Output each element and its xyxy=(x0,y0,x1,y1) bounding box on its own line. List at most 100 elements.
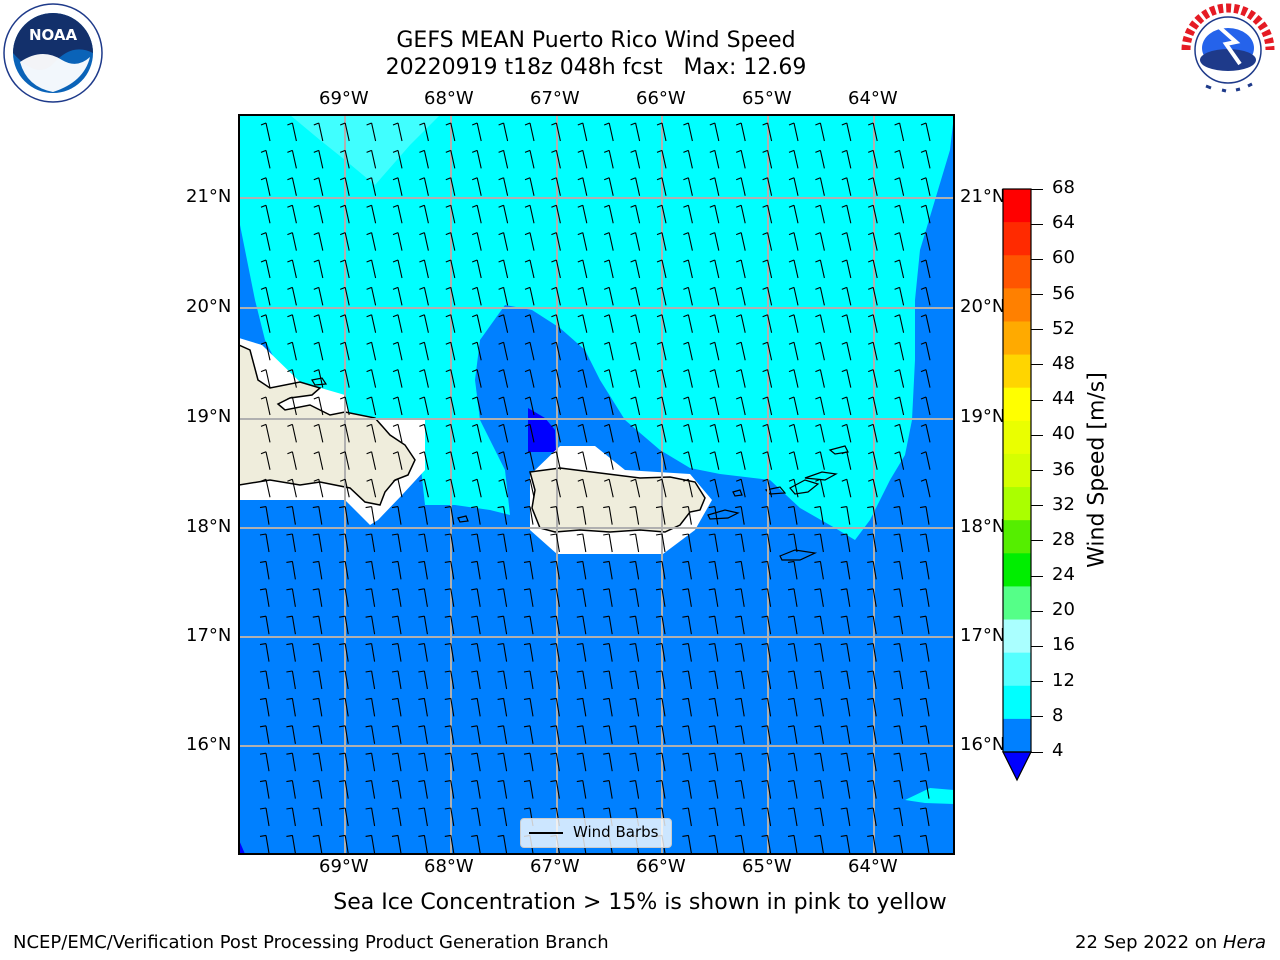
wind-barb xyxy=(471,697,481,717)
colorbar-tick-label: 12 xyxy=(1052,669,1075,691)
wind-barb xyxy=(762,286,773,306)
wind-barb xyxy=(313,259,324,279)
wind-barb xyxy=(419,341,429,361)
wind-barb xyxy=(630,259,641,279)
wind-barb xyxy=(444,834,455,854)
wind-barb xyxy=(630,204,641,224)
wind-barb xyxy=(762,423,773,443)
wind-barb xyxy=(919,643,930,662)
lat-label-right: 20°N xyxy=(960,296,1006,317)
wind-barb xyxy=(919,725,930,744)
hispaniola-land xyxy=(239,344,416,506)
wind-barb xyxy=(708,752,719,772)
wind-barb xyxy=(471,752,481,772)
wind-barb xyxy=(339,177,350,196)
wind-barb xyxy=(339,396,350,416)
wind-barb xyxy=(392,122,403,142)
wind-barb xyxy=(471,615,481,635)
wind-barb xyxy=(630,341,641,361)
wind-barb xyxy=(419,122,429,142)
wind-barb xyxy=(603,752,613,772)
wind-barb xyxy=(418,697,428,717)
wind-barb xyxy=(471,341,482,361)
footer-credit: NCEP/EMC/Verification Post Processing Pr… xyxy=(13,932,609,953)
wind-barb xyxy=(471,533,481,553)
wind-barb xyxy=(497,752,508,772)
wind-barb xyxy=(708,533,719,553)
wind-barb xyxy=(893,506,904,525)
wind-barb xyxy=(471,670,481,690)
wind-barb xyxy=(762,314,773,333)
colorbar-tick-mark xyxy=(1031,716,1043,718)
wind-barb xyxy=(313,478,324,498)
wind-barb xyxy=(471,725,481,744)
wind-barb xyxy=(656,286,667,306)
wind-barb xyxy=(471,149,482,169)
wind-barb xyxy=(366,286,377,306)
wind-barb xyxy=(867,232,878,251)
wind-barb xyxy=(551,149,561,169)
wind-barb xyxy=(471,807,481,827)
lat-label-left: 20°N xyxy=(186,296,232,317)
wind-barb xyxy=(286,697,296,717)
colorbar-extend-arrow xyxy=(1002,751,1032,782)
wind-barb xyxy=(524,149,535,169)
wind-barb xyxy=(814,588,824,607)
wind-barb xyxy=(893,588,904,607)
wind-barb xyxy=(919,533,930,553)
wind-barb xyxy=(259,697,270,717)
wind-barb xyxy=(445,451,456,470)
colorbar-tick-mark xyxy=(1031,258,1043,260)
wind-barb xyxy=(419,149,429,169)
map-legend: Wind Barbs xyxy=(520,818,672,848)
wind-barb xyxy=(893,725,904,744)
wind-barb xyxy=(867,643,877,662)
colorbar-tick-label: 48 xyxy=(1052,352,1075,374)
wind-barb xyxy=(498,478,509,498)
wind-barb xyxy=(762,478,773,498)
wind-barb xyxy=(683,259,693,279)
wind-barb xyxy=(867,752,877,772)
wind-barb xyxy=(391,560,402,580)
lon-label-bottom: 64°W xyxy=(848,856,898,877)
wind-barb xyxy=(630,286,641,306)
wind-barb xyxy=(365,725,376,744)
wind-barb xyxy=(471,451,482,470)
colorbar-segment xyxy=(1003,288,1031,322)
colorbar-segment xyxy=(1003,222,1031,256)
wind-barb xyxy=(259,588,270,607)
wind-barb xyxy=(735,670,745,690)
wind-barb xyxy=(551,259,561,279)
wind-barb xyxy=(919,807,930,827)
wind-barb xyxy=(893,615,904,635)
wind-barb xyxy=(498,232,509,251)
wind-barb xyxy=(788,232,799,251)
wind-barb xyxy=(312,807,323,827)
wind-barb xyxy=(867,177,878,196)
wind-barb xyxy=(551,478,561,498)
wind-barb xyxy=(787,506,798,525)
wind-barb xyxy=(576,780,587,799)
wind-barb xyxy=(893,697,904,717)
colorbar-segment xyxy=(1003,420,1031,455)
wind-barb xyxy=(339,204,350,224)
wind-barb xyxy=(815,478,825,498)
wind-barb xyxy=(287,122,297,142)
wind-barb xyxy=(391,506,402,525)
wind-barb xyxy=(761,834,772,854)
wind-barb xyxy=(815,396,825,416)
wind-barb xyxy=(840,506,851,525)
wind-barb xyxy=(629,643,640,662)
wind-barb xyxy=(391,643,402,662)
wind-barb xyxy=(418,752,428,772)
wind-barb xyxy=(418,643,428,662)
wind-barb xyxy=(497,780,508,799)
wind-barb xyxy=(577,149,588,169)
wind-barb xyxy=(391,725,402,744)
wind-barb xyxy=(920,259,931,279)
wind-barb xyxy=(366,369,377,388)
wind-barb xyxy=(787,643,798,662)
wind-barb xyxy=(260,286,271,306)
wind-barb xyxy=(339,423,350,443)
wind-barb xyxy=(815,232,825,251)
